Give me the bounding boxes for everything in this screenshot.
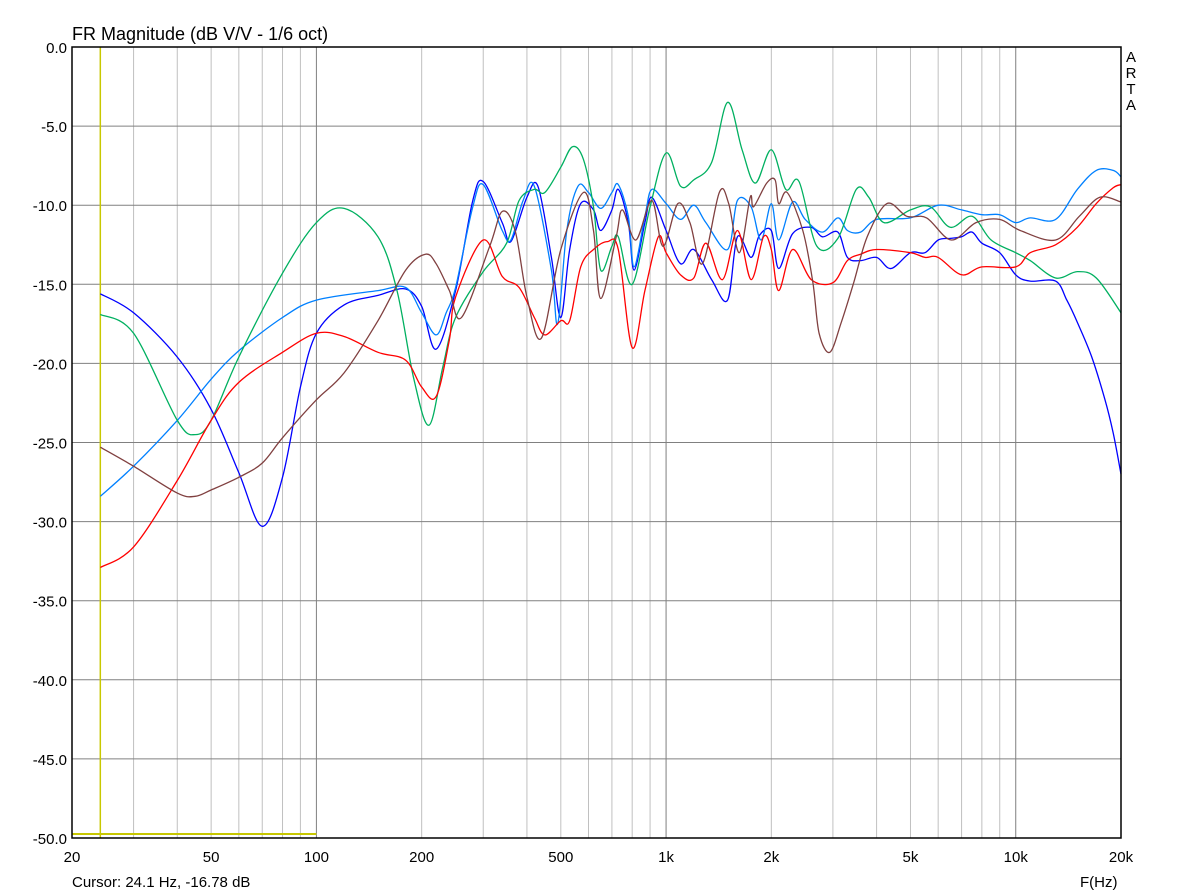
y-tick-label: -50.0 xyxy=(33,831,67,848)
y-tick-label: -30.0 xyxy=(33,515,67,532)
x-axis-ticks: 20 50 100 200 500 1k 2k 5k 10k 20k xyxy=(64,849,1134,866)
x-tick-label: 2k xyxy=(763,849,779,866)
arta-brand: A R T A xyxy=(1126,49,1137,114)
x-tick-label: 20 xyxy=(64,849,81,866)
brand-letter: T xyxy=(1126,81,1135,98)
y-tick-label: -35.0 xyxy=(33,594,67,611)
y-tick-label: -5.0 xyxy=(41,119,67,136)
y-tick-label: -25.0 xyxy=(33,436,67,453)
series-line-4 xyxy=(99,183,1122,569)
series-group xyxy=(99,101,1122,569)
x-tick-label: 1k xyxy=(658,849,674,866)
cursor-readout: Cursor: 24.1 Hz, -16.78 dB xyxy=(72,874,250,891)
cursor[interactable] xyxy=(72,47,317,838)
series-line-3 xyxy=(99,101,1122,436)
y-tick-label: -10.0 xyxy=(33,198,67,215)
y-tick-label: -15.0 xyxy=(33,277,67,294)
y-axis-ticks: 0.0 -5.0 -10.0 -15.0 -20.0 -25.0 -30.0 -35.0 -40… xyxy=(33,40,67,848)
x-tick-label: 50 xyxy=(203,849,220,866)
brand-letter: A xyxy=(1126,49,1136,66)
chart-title: FR Magnitude (dB V/V - 1/6 oct) xyxy=(72,24,328,44)
x-tick-label: 100 xyxy=(304,849,329,866)
x-axis-label: F(Hz) xyxy=(1080,874,1118,891)
brand-letter: R xyxy=(1126,65,1137,82)
grid xyxy=(72,47,1121,838)
brand-letter: A xyxy=(1126,97,1136,114)
y-tick-label: -45.0 xyxy=(33,752,67,769)
y-tick-label: -40.0 xyxy=(33,673,67,690)
x-tick-label: 20k xyxy=(1109,849,1134,866)
x-tick-label: 10k xyxy=(1004,849,1029,866)
series-line-2 xyxy=(99,168,1122,497)
y-tick-label: 0.0 xyxy=(46,40,67,57)
y-tick-label: -20.0 xyxy=(33,356,67,373)
x-tick-label: 200 xyxy=(409,849,434,866)
x-tick-label: 500 xyxy=(548,849,573,866)
x-tick-label: 5k xyxy=(903,849,919,866)
plot-frame xyxy=(71,46,1122,839)
series-line-5 xyxy=(99,177,1122,498)
series-line-1 xyxy=(99,179,1122,527)
